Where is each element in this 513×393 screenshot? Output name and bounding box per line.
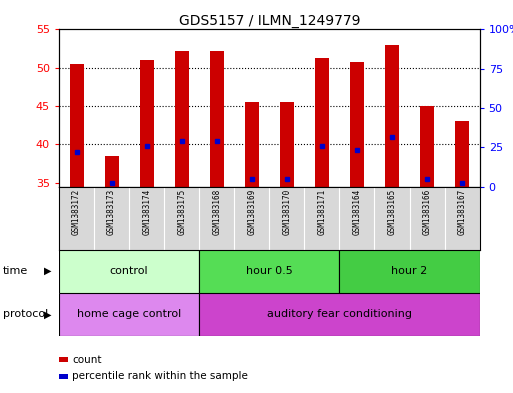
Text: ▶: ▶	[44, 266, 51, 276]
Bar	[59, 293, 199, 336]
Text: hour 2: hour 2	[391, 266, 428, 276]
Text: GSM1383169: GSM1383169	[247, 189, 256, 235]
Bar	[70, 64, 84, 187]
Bar	[340, 250, 480, 293]
Bar	[315, 58, 329, 187]
Text: control: control	[110, 266, 148, 276]
Text: protocol: protocol	[3, 309, 48, 320]
Text: GSM1383175: GSM1383175	[177, 189, 186, 235]
Text: GSM1383171: GSM1383171	[318, 189, 326, 235]
Bar	[420, 106, 434, 187]
Text: time: time	[3, 266, 28, 276]
Text: GSM1383165: GSM1383165	[387, 189, 397, 235]
Title: GDS5157 / ILMN_1249779: GDS5157 / ILMN_1249779	[179, 15, 360, 28]
Text: GSM1383164: GSM1383164	[352, 189, 362, 235]
Bar	[350, 62, 364, 187]
Bar	[385, 45, 399, 187]
Bar	[140, 60, 154, 187]
Text: ▶: ▶	[44, 309, 51, 320]
Text: count: count	[72, 354, 102, 365]
Bar	[199, 250, 340, 293]
Text: GSM1383174: GSM1383174	[142, 189, 151, 235]
Text: GSM1383170: GSM1383170	[282, 189, 291, 235]
Text: percentile rank within the sample: percentile rank within the sample	[72, 371, 248, 382]
Bar	[210, 51, 224, 187]
Text: GSM1383166: GSM1383166	[423, 189, 431, 235]
Bar	[455, 121, 469, 187]
Bar	[174, 51, 189, 187]
Text: hour 0.5: hour 0.5	[246, 266, 293, 276]
Text: auditory fear conditioning: auditory fear conditioning	[267, 309, 412, 320]
Bar	[59, 250, 199, 293]
Text: GSM1383172: GSM1383172	[72, 189, 81, 235]
Bar	[245, 101, 259, 187]
Bar	[105, 156, 119, 187]
Text: GSM1383173: GSM1383173	[107, 189, 116, 235]
Text: GSM1383167: GSM1383167	[458, 189, 467, 235]
Text: home cage control: home cage control	[77, 309, 181, 320]
Text: GSM1383168: GSM1383168	[212, 189, 221, 235]
Bar	[199, 293, 480, 336]
Bar	[280, 102, 294, 187]
